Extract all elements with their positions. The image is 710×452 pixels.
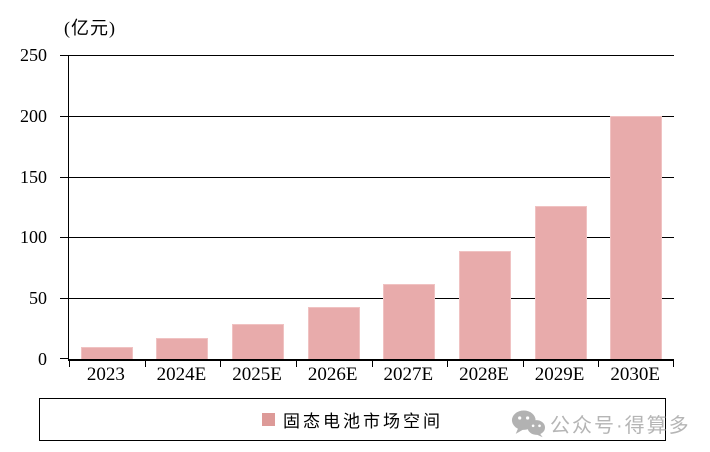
x-tick-mark	[371, 361, 373, 367]
y-axis-tick-label: 100	[20, 227, 47, 248]
legend-swatch	[262, 413, 275, 426]
x-tick-mark	[144, 361, 146, 367]
gridline-y-100	[69, 237, 674, 239]
x-tick-mark	[522, 361, 524, 367]
bar-2028E	[458, 250, 511, 359]
x-tick-mark	[673, 361, 674, 367]
legend-label: 固态电池市场空间	[283, 412, 443, 431]
x-tick-mark	[447, 361, 449, 367]
x-axis-label-2027E: 2027E	[383, 364, 434, 385]
y-axis-tick-label: 0	[38, 349, 47, 369]
bar-2026E	[307, 306, 360, 359]
y-tick-mark	[60, 237, 69, 239]
y-axis-tick-label: 200	[20, 105, 47, 126]
legend-box: 固态电池市场空间	[39, 398, 666, 441]
bar-2029E	[534, 205, 587, 359]
y-axis-unit-label: (亿元)	[64, 18, 116, 38]
bar-2024E	[156, 338, 209, 359]
y-tick-mark	[60, 176, 69, 178]
gridline-y-200	[69, 115, 674, 117]
x-axis-label-2023: 2023	[86, 364, 125, 385]
y-axis-tick-label: 250	[20, 45, 47, 65]
y-tick-mark	[60, 358, 69, 359]
gridline-y-250	[69, 55, 674, 56]
bar-2023	[80, 346, 133, 359]
x-axis-label-2030E: 2030E	[610, 364, 660, 385]
y-tick-mark	[60, 298, 69, 300]
x-axis-label-2025E: 2025E	[232, 364, 282, 385]
x-axis-labels: 2023 2024E 2025E 2026E 2027E 2028E 2029E 2030E	[68, 364, 673, 386]
x-tick-mark	[598, 361, 600, 367]
x-tick-mark	[295, 361, 297, 367]
bar-2025E	[232, 323, 285, 359]
x-tick-mark	[69, 361, 70, 367]
x-axis-label-2026E: 2026E	[307, 364, 358, 385]
gridline-y-50	[69, 298, 674, 300]
y-axis-tick-label: 150	[20, 166, 47, 187]
gridline-y-150	[69, 176, 674, 178]
x-axis-label-2029E: 2029E	[534, 364, 585, 385]
y-tick-mark	[60, 55, 69, 56]
bar-2027E	[383, 283, 436, 359]
y-tick-mark	[60, 115, 69, 117]
x-tick-mark	[220, 361, 222, 367]
bar-2030E	[610, 115, 663, 359]
x-axis-label-2024E: 2024E	[156, 364, 207, 385]
plot-area	[60, 55, 674, 367]
x-axis-label-2028E: 2028E	[459, 364, 509, 385]
y-axis-tick-label: 50	[29, 288, 47, 309]
y-axis-labels: 0 50 100 150 200 250	[0, 45, 58, 369]
